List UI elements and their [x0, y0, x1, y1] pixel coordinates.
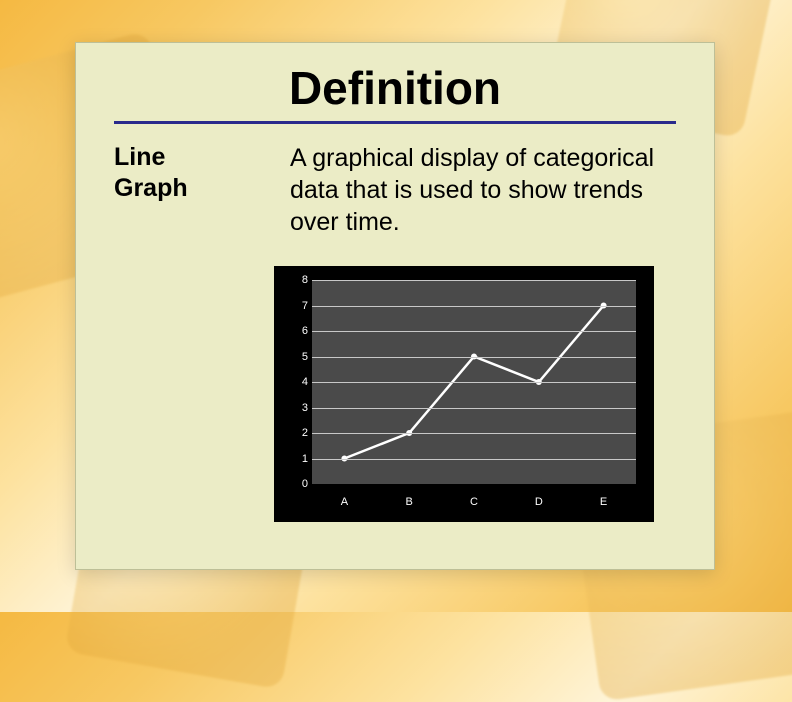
y-tick-label: 0: [278, 478, 308, 490]
gridline: [312, 280, 636, 281]
y-tick-label: 7: [278, 300, 308, 312]
y-tick-label: 6: [278, 325, 308, 337]
y-tick-label: 2: [278, 427, 308, 439]
title-rule: [114, 121, 676, 124]
definition-card: Definition Line Graph A graphical displa…: [75, 42, 715, 570]
y-tick-label: 1: [278, 453, 308, 465]
x-tick-label: C: [470, 496, 478, 508]
card-title: Definition: [114, 61, 676, 115]
y-tick-label: 5: [278, 351, 308, 363]
gridline: [312, 357, 636, 358]
gridline: [312, 306, 636, 307]
gridline: [312, 459, 636, 460]
term-line2: Graph: [114, 174, 188, 202]
line-chart: 0 1 2 3 4 5 6 7 8 A B C D E: [274, 266, 654, 522]
plot-area: [312, 280, 636, 484]
definition-text: A graphical display of categorical data …: [290, 142, 676, 238]
x-tick-label: E: [600, 496, 607, 508]
y-tick-label: 8: [278, 274, 308, 286]
x-tick-label: D: [535, 496, 543, 508]
y-tick-label: 3: [278, 402, 308, 414]
term-line1: Line: [114, 143, 165, 171]
x-tick-label: A: [341, 496, 348, 508]
definition-content: Line Graph A graphical display of catego…: [114, 142, 676, 238]
x-tick-label: B: [406, 496, 413, 508]
gridline: [312, 433, 636, 434]
y-tick-label: 4: [278, 376, 308, 388]
term: Line Graph: [114, 142, 256, 238]
gridline: [312, 408, 636, 409]
gridline: [312, 331, 636, 332]
gridline: [312, 382, 636, 383]
